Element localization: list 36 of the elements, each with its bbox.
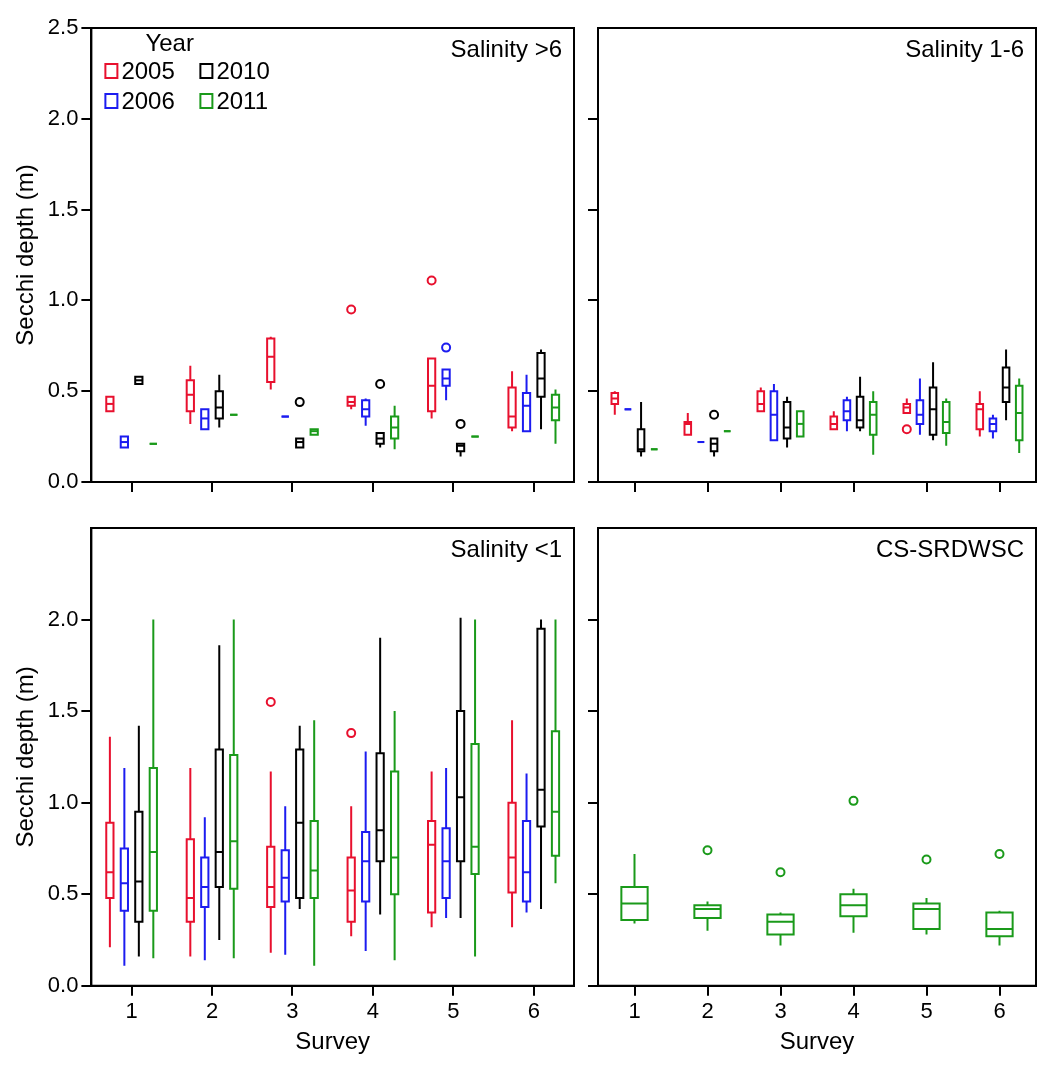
y-tick-label: 2.5 <box>47 14 79 40</box>
x-tick-label: 1 <box>628 998 641 1024</box>
legend-label: 2006 <box>121 86 175 114</box>
legend-label: 2010 <box>216 56 270 84</box>
x-tick-label: 4 <box>847 998 860 1024</box>
x-tick-label: 5 <box>447 998 460 1024</box>
y-tick-label: 0.0 <box>47 468 79 494</box>
chart-title: Salinity 1-6 <box>905 34 1024 62</box>
x-axis-title: Survey <box>295 1027 371 1055</box>
x-tick-label: 2 <box>205 998 219 1024</box>
legend-label: 2005 <box>121 56 175 84</box>
chart-title: CS-SRDWSC <box>876 534 1024 562</box>
chart-title: Salinity >6 <box>450 34 562 62</box>
y-tick-label: 1.0 <box>47 286 79 312</box>
x-axis-title: Survey <box>779 1027 855 1055</box>
legend-title: Year <box>145 28 194 56</box>
y-tick-label: 1.0 <box>47 788 79 814</box>
x-tick-label: 3 <box>286 998 299 1024</box>
x-tick-label: 4 <box>366 998 380 1024</box>
x-tick-label: 3 <box>774 998 787 1024</box>
y-tick-label: 0.5 <box>47 377 79 403</box>
y-axis-title: Secchi depth (m) <box>11 164 39 346</box>
chart-title: Salinity <1 <box>450 534 562 562</box>
x-tick-label: 2 <box>701 998 714 1024</box>
y-tick-label: 2.0 <box>47 104 79 130</box>
x-tick-label: 6 <box>993 998 1006 1024</box>
y-tick-label: 1.5 <box>47 697 79 723</box>
y-tick-label: 0.5 <box>47 880 79 906</box>
x-tick-label: 5 <box>920 998 933 1024</box>
y-tick-label: 1.5 <box>47 195 79 221</box>
x-tick-label: 6 <box>527 998 540 1024</box>
y-tick-label: 0.0 <box>47 971 79 997</box>
y-tick-label: 2.0 <box>47 605 79 631</box>
y-axis-title: Secchi depth (m) <box>11 666 39 848</box>
x-tick-label: 1 <box>125 998 138 1024</box>
legend-label: 2011 <box>216 86 268 114</box>
